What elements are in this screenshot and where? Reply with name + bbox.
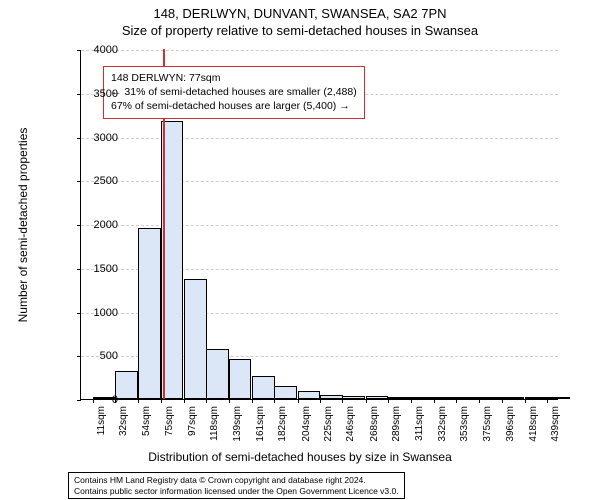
xtick-mark [502,399,503,403]
xtick-label: 418sqm [528,406,539,442]
chart-title-line2: Size of property relative to semi-detach… [0,23,600,40]
attribution-box: Contains HM Land Registry data © Crown c… [68,472,405,499]
annotation-line1: 148 DERLWYN: 77sqm [111,71,357,85]
xtick-mark [298,399,299,403]
xtick-mark [411,399,412,403]
histogram-bar [342,396,365,399]
grid-line [81,181,558,182]
histogram-bar [138,228,161,400]
xtick-label: 54sqm [141,406,152,436]
xtick-label: 311sqm [414,406,425,441]
xtick-label: 139sqm [232,406,243,442]
attribution-line1: Contains HM Land Registry data © Crown c… [74,475,399,486]
ytick-label: 4000 [78,44,118,56]
histogram-bar [298,391,321,399]
grid-line [81,50,558,51]
histogram-bar [184,279,207,399]
histogram-bar [502,397,525,399]
xtick-label: 161sqm [255,406,266,442]
xtick-mark [229,399,230,403]
xtick-label: 11sqm [96,406,107,435]
ytick-label: 3000 [78,132,118,144]
y-axis-label: Number of semi-detached properties [16,128,30,323]
xtick-mark [320,399,321,403]
xtick-mark [547,399,548,403]
histogram-bar [206,349,229,399]
histogram-bar [434,397,457,399]
annotation-box: 148 DERLWYN: 77sqm ← 31% of semi-detache… [103,66,365,119]
x-axis-label: Distribution of semi-detached houses by … [0,450,600,464]
ytick-label: 3500 [78,88,118,100]
ytick-label: 2000 [78,219,118,231]
xtick-mark [161,399,162,403]
xtick-mark [274,399,275,403]
xtick-mark [525,399,526,403]
xtick-mark [342,399,343,403]
ytick-label: 0 [78,394,118,406]
xtick-label: 225sqm [323,406,334,442]
xtick-label: 204sqm [301,406,312,442]
grid-line [81,138,558,139]
xtick-mark [138,399,139,403]
histogram-bar [479,397,502,399]
histogram-bar [388,397,411,399]
annotation-line2: ← 31% of semi-detached houses are smalle… [111,85,357,99]
histogram-bar [547,397,570,399]
xtick-label: 268sqm [369,406,380,442]
histogram-bar [320,395,343,399]
histogram-bar [411,397,434,399]
xtick-mark [252,399,253,403]
xtick-mark [479,399,480,403]
xtick-label: 75sqm [164,406,175,436]
ytick-label: 2500 [78,175,118,187]
histogram-bar [366,396,389,399]
histogram-bar [525,397,548,399]
xtick-label: 32sqm [118,406,129,436]
xtick-label: 332sqm [437,406,448,442]
ytick-label: 500 [78,350,118,362]
histogram-bar [115,371,138,399]
xtick-label: 118sqm [209,406,220,441]
xtick-mark [206,399,207,403]
xtick-mark [366,399,367,403]
xtick-label: 246sqm [345,406,356,442]
chart-title-line1: 148, DERLWYN, DUNVANT, SWANSEA, SA2 7PN [0,6,600,23]
grid-line [81,225,558,226]
xtick-label: 375sqm [482,406,493,442]
xtick-mark [434,399,435,403]
histogram-bar [274,386,297,399]
xtick-label: 97sqm [187,406,198,436]
xtick-label: 439sqm [550,406,561,442]
histogram-bar [456,397,479,399]
histogram-bar [252,376,275,399]
xtick-label: 396sqm [505,406,516,442]
chart-title-block: 148, DERLWYN, DUNVANT, SWANSEA, SA2 7PN … [0,6,600,40]
ytick-label: 1000 [78,307,118,319]
ytick-label: 1500 [78,263,118,275]
attribution-line2: Contains public sector information licen… [74,486,399,497]
xtick-mark [456,399,457,403]
xtick-label: 182sqm [277,406,288,442]
xtick-label: 289sqm [391,406,402,442]
xtick-label: 353sqm [459,406,470,442]
annotation-line3: 67% of semi-detached houses are larger (… [111,99,357,113]
plot-area: 11sqm32sqm54sqm75sqm97sqm118sqm139sqm161… [80,50,558,400]
xtick-mark [388,399,389,403]
xtick-mark [184,399,185,403]
histogram-bar [229,359,252,399]
